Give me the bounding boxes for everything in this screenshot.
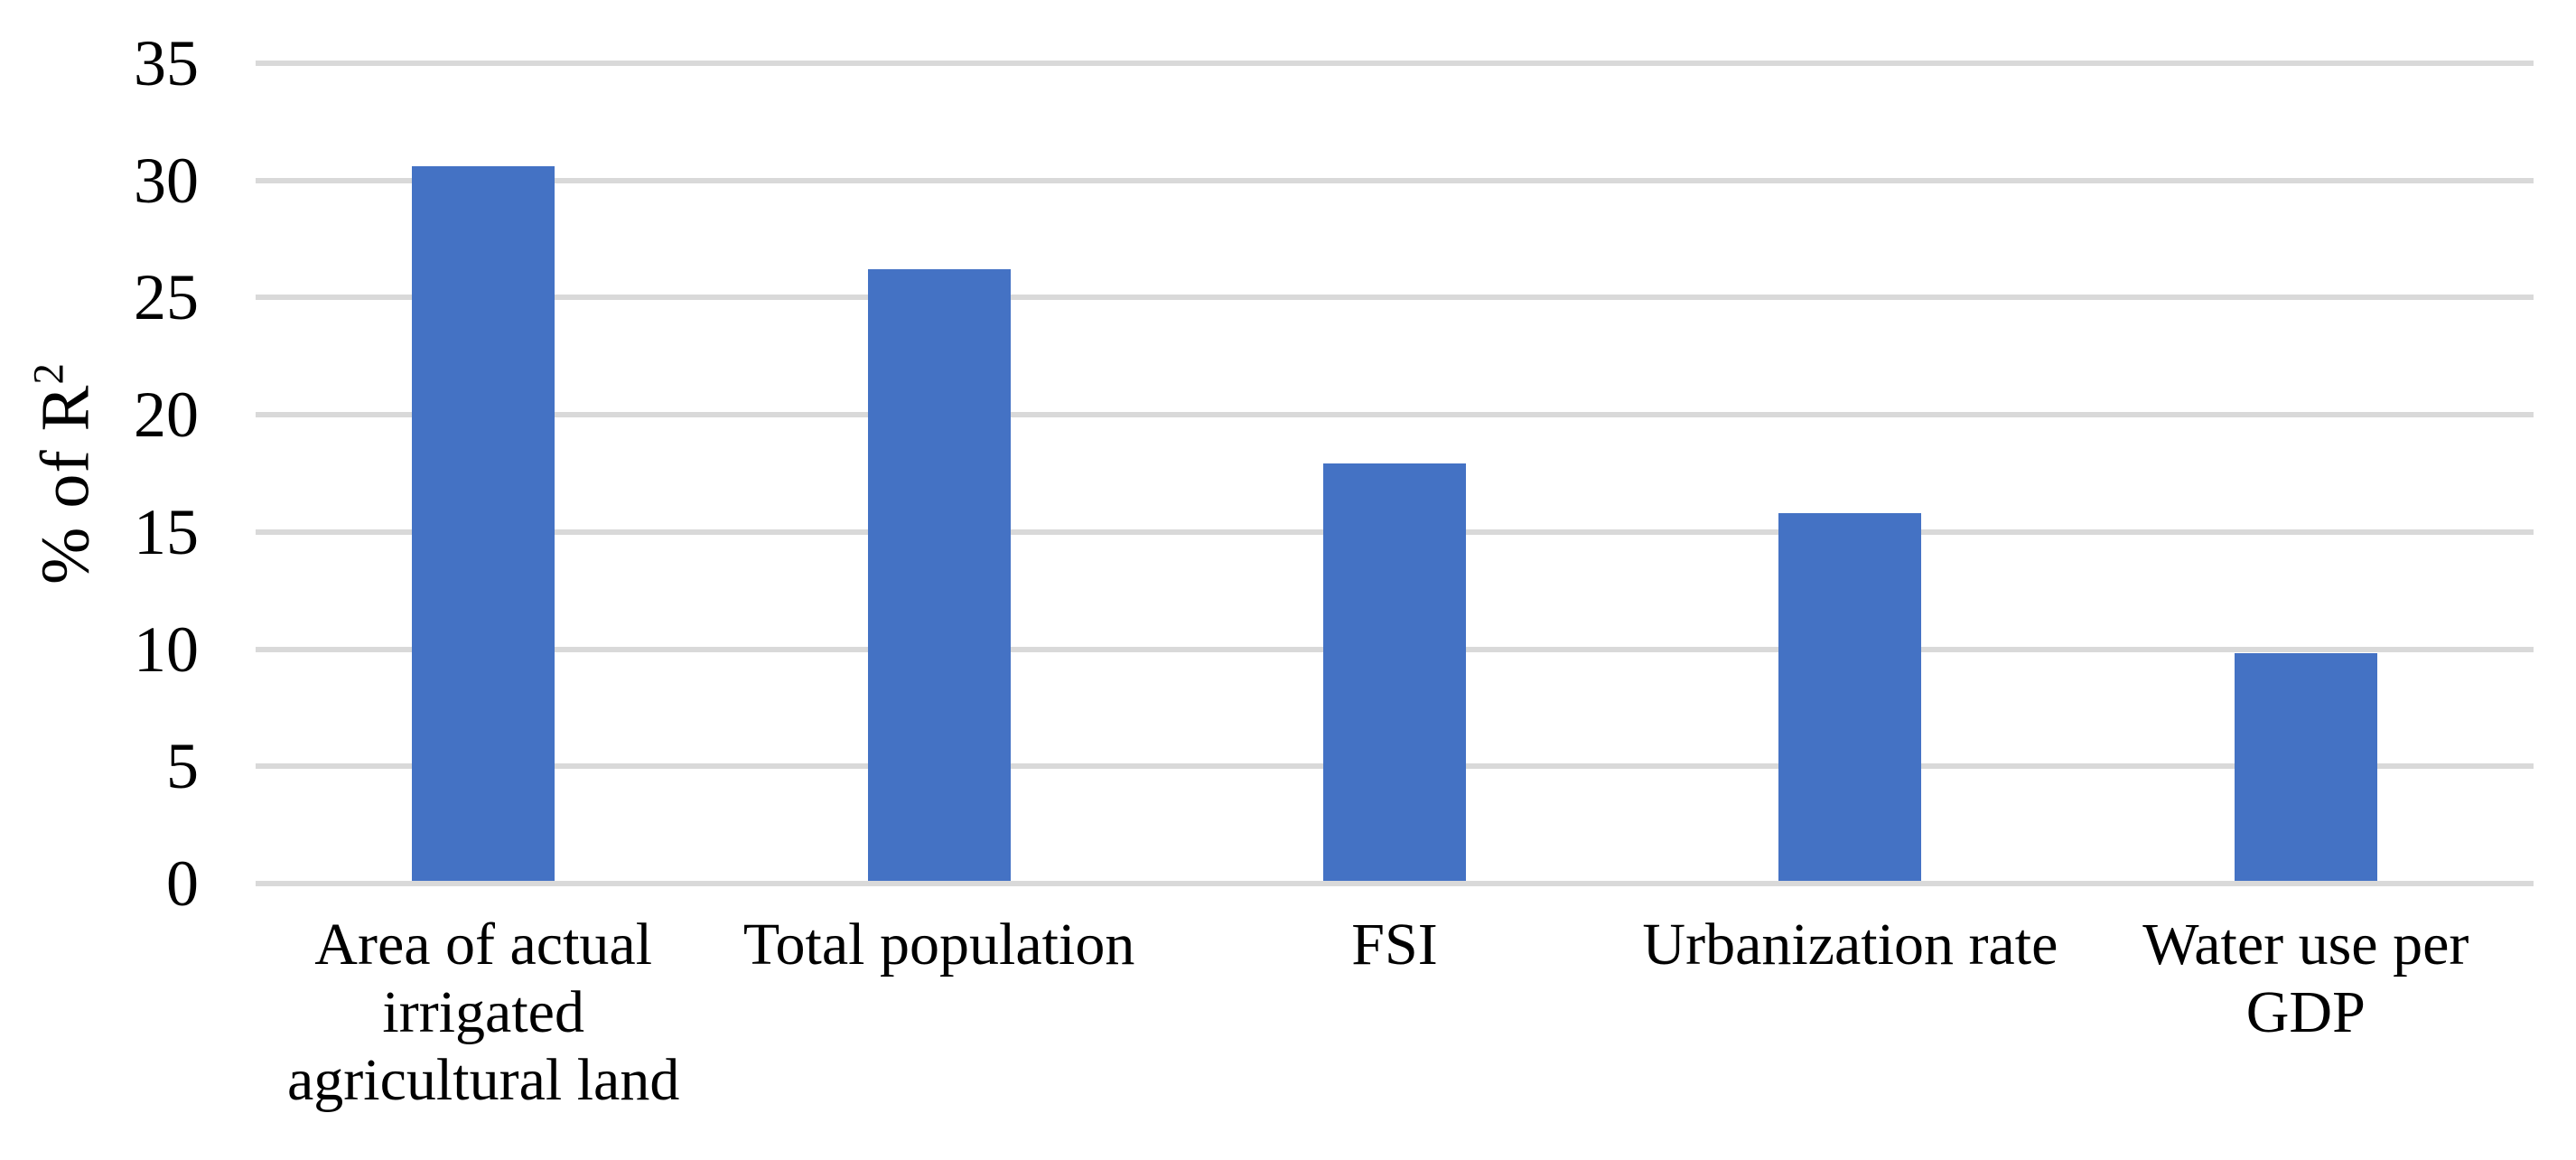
y-tick-label: 25 (134, 261, 199, 334)
y-tick-label: 10 (134, 613, 199, 686)
x-category-label-line: Urbanization rate (1642, 912, 2058, 978)
x-category-label-line: Total population (742, 912, 1135, 978)
gridline (256, 177, 2534, 183)
gridline (256, 412, 2534, 418)
gridline (256, 295, 2534, 301)
y-tick-label: 0 (166, 847, 199, 920)
x-category-label-line: irrigated (382, 979, 584, 1046)
bar (2234, 653, 2377, 881)
gridline (256, 61, 2534, 66)
bar (1323, 463, 1466, 881)
x-category-label: Total population (686, 911, 1192, 978)
bar (412, 165, 555, 881)
x-axis-line (256, 881, 2534, 886)
y-tick-label: 30 (134, 144, 199, 217)
x-category-label: Water use per GDP (2053, 911, 2559, 1046)
x-category-label-line: Water use per (2142, 912, 2469, 978)
x-category-label: Urbanization rate (1597, 911, 2103, 978)
y-tick-label: 35 (134, 27, 199, 99)
x-category-label-line: FSI (1351, 912, 1438, 978)
y-tick-label: 20 (134, 379, 199, 452)
bar (1778, 512, 1922, 881)
x-category-label-line: agricultural land (287, 1047, 680, 1114)
x-category-label-line: Area of actual (314, 912, 653, 978)
x-category-label: FSI (1142, 911, 1647, 978)
x-category-label: Area of actual irrigated agricultural land (230, 911, 736, 1115)
x-category-label-line: GDP (2245, 979, 2366, 1046)
y-tick-label: 15 (134, 495, 199, 568)
bar (867, 268, 1011, 881)
y-tick-label: 5 (166, 730, 199, 803)
